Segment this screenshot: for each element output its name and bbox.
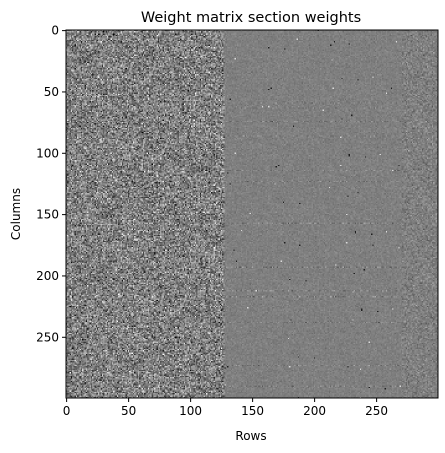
- y-tick-label: 100: [36, 146, 59, 160]
- plot-frame: [65, 29, 439, 399]
- y-tick-label: 250: [36, 330, 59, 344]
- y-tick-label: 150: [36, 208, 59, 222]
- x-tick-label: 150: [241, 404, 264, 418]
- x-tick-label: 200: [303, 404, 326, 418]
- y-axis-label: Columns: [9, 188, 23, 240]
- chart-title: Weight matrix section weights: [141, 10, 361, 26]
- y-tick-label: 0: [51, 24, 59, 38]
- x-tick-label: 0: [63, 404, 71, 418]
- x-tick-label: 250: [365, 404, 388, 418]
- x-axis-label: Rows: [235, 429, 266, 443]
- x-tick-label: 100: [179, 404, 202, 418]
- heatmap-image: [66, 30, 438, 398]
- y-tick-label: 50: [44, 85, 59, 99]
- y-tick-label: 200: [36, 269, 59, 283]
- y-axis: 0 50 100 150 200 250: [36, 24, 66, 344]
- x-tick-label: 50: [121, 404, 136, 418]
- heatmap-image-container: [66, 30, 438, 398]
- x-axis: 0 50 100 150 200 250: [63, 398, 388, 418]
